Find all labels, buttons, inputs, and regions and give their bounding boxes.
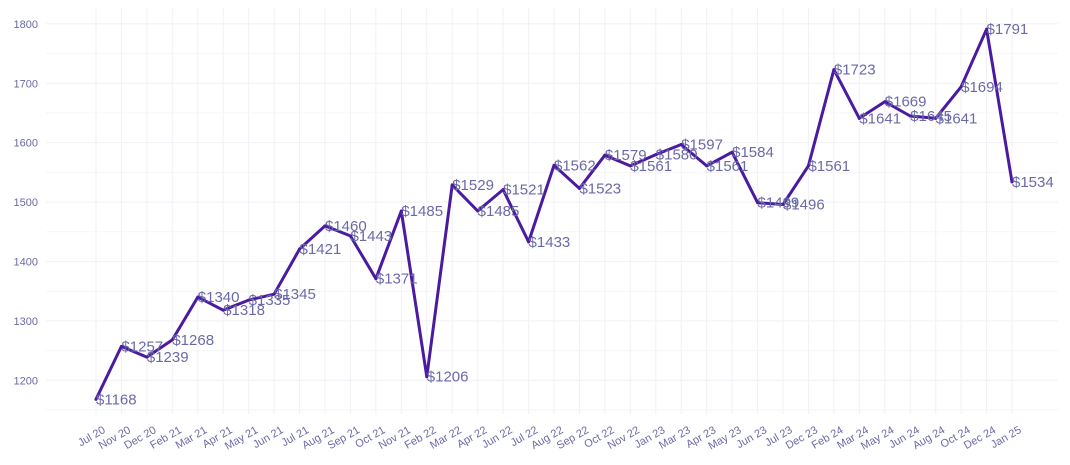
data-label: $1584 xyxy=(732,144,774,161)
data-point xyxy=(501,188,505,192)
data-label: $1460 xyxy=(325,218,367,235)
data-label: $1641 xyxy=(859,110,901,127)
y-tick-label: 1500 xyxy=(14,197,38,209)
data-label: $1433 xyxy=(529,234,571,251)
data-point xyxy=(221,308,225,312)
data-label: $1268 xyxy=(172,332,214,349)
data-point xyxy=(323,224,327,228)
data-point xyxy=(399,209,403,213)
data-label: $1561 xyxy=(808,158,850,175)
data-label: $1421 xyxy=(300,241,342,258)
data-label: $1579 xyxy=(605,147,647,164)
data-label: $1485 xyxy=(478,203,520,220)
data-label: $1561 xyxy=(630,158,672,175)
data-point xyxy=(603,153,607,157)
data-point xyxy=(679,142,683,146)
data-label: $1523 xyxy=(579,180,621,197)
data-label: $1496 xyxy=(783,196,825,213)
data-point xyxy=(577,186,581,190)
grid-lines xyxy=(46,8,1058,414)
y-tick-label: 1700 xyxy=(14,78,38,90)
y-tick-label: 1300 xyxy=(14,316,38,328)
data-point xyxy=(628,164,632,168)
data-label: $1529 xyxy=(452,177,494,194)
data-label: $1318 xyxy=(223,302,265,319)
data-point xyxy=(272,292,276,296)
data-label: $1485 xyxy=(401,203,443,220)
data-point xyxy=(119,344,123,348)
data-point xyxy=(730,150,734,154)
data-label: $1239 xyxy=(147,349,189,366)
data-point xyxy=(552,163,556,167)
data-point xyxy=(781,202,785,206)
data-label: $1335 xyxy=(249,292,291,309)
y-tick-label: 1200 xyxy=(14,375,38,387)
data-point xyxy=(959,85,963,89)
data-label: $1580 xyxy=(656,147,698,164)
y-tick-label: 1600 xyxy=(14,138,38,150)
data-label: $1597 xyxy=(681,136,723,153)
data-point xyxy=(857,116,861,120)
data-point xyxy=(425,375,429,379)
data-point xyxy=(705,164,709,168)
data-label: $1168 xyxy=(96,391,137,408)
data-label: $1340 xyxy=(198,289,240,306)
y-tick-label: 1400 xyxy=(14,256,38,268)
data-label: $1534 xyxy=(1012,174,1054,191)
data-label: $1371 xyxy=(376,271,418,288)
y-tick-label: 1800 xyxy=(14,19,38,31)
data-label: $1257 xyxy=(121,338,163,355)
data-label: $1345 xyxy=(274,286,316,303)
data-label: $1443 xyxy=(350,228,392,245)
data-point xyxy=(374,277,378,281)
data-point xyxy=(247,298,251,302)
data-point xyxy=(196,295,200,299)
data-point xyxy=(756,201,760,205)
data-point xyxy=(934,116,938,120)
data-label: $1499 xyxy=(758,195,800,212)
data-label: $1645 xyxy=(910,108,952,125)
data-point xyxy=(348,234,352,238)
data-point xyxy=(145,355,149,359)
data-label: $1641 xyxy=(936,110,978,127)
data-point xyxy=(908,114,912,118)
data-point xyxy=(170,338,174,342)
y-axis-ticks: 1200 1300 1400 1500 1600 1700 1800 xyxy=(14,19,38,387)
data-label: $1206 xyxy=(427,369,469,386)
data-point xyxy=(527,240,531,244)
data-point xyxy=(832,68,836,72)
data-labels: $1168 $1257$1239$1268 $1340$1318$1335$1345… xyxy=(96,21,1054,408)
data-point xyxy=(985,27,989,31)
data-label: $1669 xyxy=(885,94,927,111)
data-point xyxy=(883,100,887,104)
data-label: $1562 xyxy=(554,157,596,174)
data-label: $1521 xyxy=(503,182,545,199)
data-point xyxy=(450,183,454,187)
data-label: $1791 xyxy=(987,21,1029,38)
data-point xyxy=(94,397,98,401)
data-point xyxy=(476,209,480,213)
data-label: $1723 xyxy=(834,62,876,79)
data-point xyxy=(298,247,302,251)
series-group xyxy=(94,27,1014,401)
data-label: $1561 xyxy=(707,158,749,175)
data-point xyxy=(654,153,658,157)
data-point xyxy=(1010,180,1014,184)
data-point xyxy=(806,164,810,168)
data-label: $1694 xyxy=(961,79,1003,96)
